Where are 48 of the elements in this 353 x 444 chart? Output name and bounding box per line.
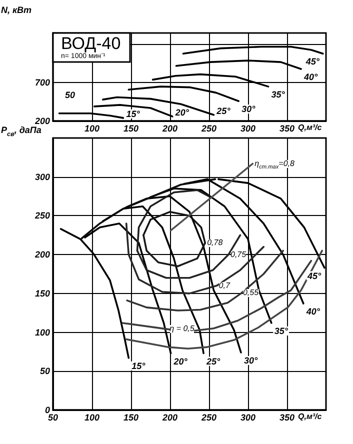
x-tick-label: 350 (279, 124, 295, 134)
annotation: 50 (65, 90, 76, 100)
y-tick-label: 700 (34, 78, 50, 88)
x-tick-label: 300 (240, 412, 256, 422)
x-tick-label: 350 (279, 412, 295, 422)
series-label: 40° (305, 306, 320, 317)
annotation: 0,75 (230, 250, 246, 259)
series-label: 15° (126, 108, 140, 119)
x-tick-label: 100 (84, 412, 100, 422)
series-label: 25° (216, 106, 231, 116)
x-tick-label: 50 (48, 412, 58, 422)
x-tick-label: 200 (161, 124, 178, 134)
y-tick-label: 200 (34, 250, 50, 260)
x-tick-label: 250 (200, 412, 217, 422)
x-tick-label: 100 (84, 124, 100, 134)
series-label: 20° (174, 107, 190, 118)
y-tick-label: 200 (34, 116, 50, 126)
series-label: 20° (172, 356, 188, 366)
y-tick-label: 250 (34, 210, 50, 221)
x-tick-label: 200 (161, 412, 178, 422)
y-tick-label: 300 (34, 172, 50, 182)
series-label: 15° (132, 360, 146, 371)
x-tick-label: 150 (123, 124, 139, 134)
series-label: 35° (271, 90, 286, 100)
series-label: 35° (274, 326, 288, 336)
annotation: η$_{ст.max}$=0,8 (254, 158, 294, 170)
y-tick-label: 100 (34, 327, 50, 338)
annotation: η = 0,5 (170, 324, 194, 334)
y-tick-label: 150 (34, 288, 50, 298)
annotation: 0,7 (218, 280, 230, 290)
y-axis-title: P$_{св}$, даПа (1, 125, 42, 138)
y-axis-title: N, кВт (1, 5, 32, 15)
series-label: 45° (304, 56, 320, 67)
x-tick-label: 300 (240, 124, 256, 134)
series-label: 30° (242, 104, 256, 114)
y-tick-label: 0 (44, 405, 50, 415)
annotation: 0,78 (207, 238, 223, 247)
x-tick-label: 250 (200, 124, 217, 134)
series-label: 40° (303, 72, 318, 82)
x-axis-title: Q,м³/с (298, 412, 322, 421)
series-label: 45° (306, 270, 322, 281)
x-tick-label: 150 (123, 412, 139, 422)
series-label: 25° (206, 356, 221, 366)
x-axis-title: Q,м³/с (298, 123, 322, 132)
y-tick-label: 50 (40, 366, 50, 376)
chart-title: ВОД-40 (61, 34, 121, 53)
series-label: 30° (244, 355, 258, 366)
annotation: 0,55 (242, 288, 259, 298)
